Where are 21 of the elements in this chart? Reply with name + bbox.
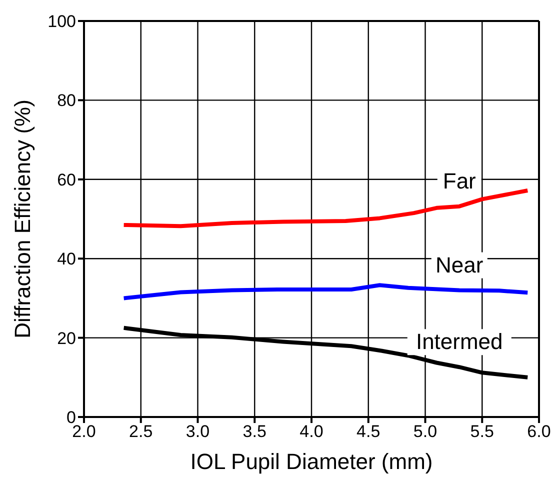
x-tick-label: 3.0 [186,422,210,442]
y-axis-title: Diffraction Efficiency (%) [10,100,35,338]
x-tick-label: 2.5 [129,422,153,442]
y-tick-label: 20 [57,328,76,348]
series-label: Intermed [416,329,503,354]
x-tick-label: 3.5 [242,422,266,442]
x-tick-label: 5.0 [413,422,438,442]
x-tick-label: 2.0 [72,422,96,442]
y-tick-label: 100 [48,12,76,32]
x-tick-label: 4.5 [356,422,380,442]
line-series [122,188,530,228]
x-tick-label: 6.0 [527,422,551,442]
x-tick-label: 5.5 [470,422,494,442]
line-series [122,283,530,300]
x-tick-label: 4.0 [300,422,324,442]
series-label: Near [436,252,484,278]
x-axis-title: IOL Pupil Diameter (mm) [190,449,433,474]
series-label: Far [442,168,476,194]
y-tick-label: 40 [57,250,76,269]
y-tick-label: 80 [57,91,76,110]
y-tick-label: 60 [57,170,76,190]
